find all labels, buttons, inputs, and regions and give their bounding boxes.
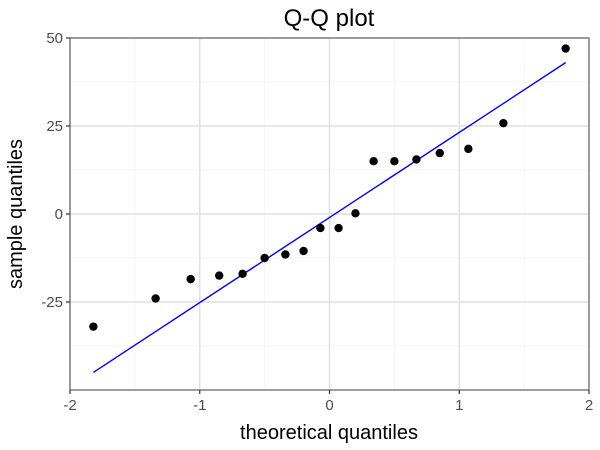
data-point xyxy=(281,250,290,259)
data-point xyxy=(351,209,360,218)
data-point xyxy=(435,148,444,158)
y-tick-label: -25 xyxy=(41,294,63,311)
data-point xyxy=(412,155,421,164)
x-axis-title: theoretical quantiles xyxy=(240,422,418,444)
reference-line-layer xyxy=(92,62,567,373)
data-point xyxy=(151,294,160,303)
x-tick-label: 0 xyxy=(325,397,333,414)
y-tick-label: 0 xyxy=(55,206,63,223)
data-point xyxy=(561,44,570,53)
data-point xyxy=(299,246,308,256)
x-tick-label: -2 xyxy=(63,397,76,414)
reference-line xyxy=(92,62,567,373)
y-axis-ticks: -25 0 25 50 xyxy=(41,30,70,311)
data-point xyxy=(369,157,378,166)
x-tick-label: 2 xyxy=(585,397,593,414)
data-point xyxy=(238,269,247,279)
data-point xyxy=(499,118,508,128)
data-point xyxy=(464,144,473,154)
data-point xyxy=(316,223,325,233)
data-point xyxy=(89,322,98,331)
data-point xyxy=(186,274,195,284)
points-layer xyxy=(89,44,570,331)
data-point xyxy=(334,223,343,233)
y-axis-title: sample quantiles xyxy=(5,139,27,289)
y-tick-label: 50 xyxy=(46,30,63,47)
data-point xyxy=(260,253,269,263)
y-tick-label: 25 xyxy=(46,118,63,135)
x-tick-label: -1 xyxy=(193,397,206,414)
x-tick-label: 1 xyxy=(455,397,463,414)
data-point xyxy=(390,157,399,166)
x-axis-ticks: -2 -1 0 1 2 xyxy=(63,390,593,414)
chart-title: Q-Q plot xyxy=(284,5,375,32)
data-point xyxy=(215,271,224,280)
